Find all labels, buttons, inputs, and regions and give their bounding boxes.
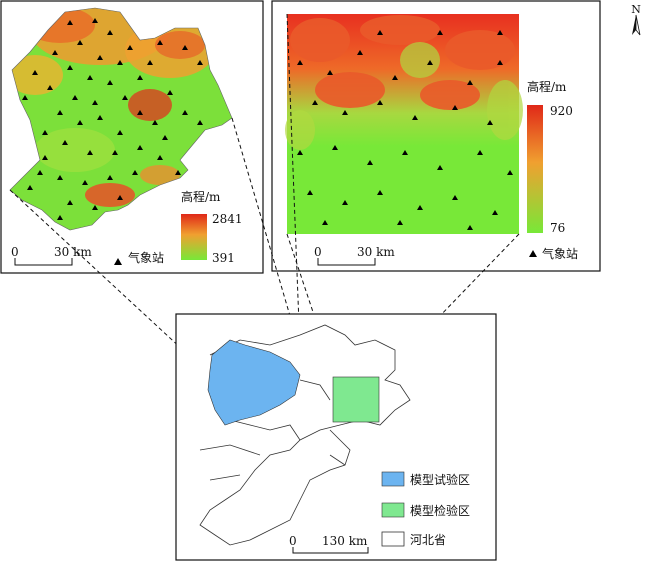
right-scale-label: 30 km <box>357 245 395 259</box>
right-elevation-colorbar <box>527 105 543 233</box>
left-station-label: 气象站 <box>128 250 164 265</box>
left-elev-min: 391 <box>212 251 235 265</box>
right-scale-bar: 0 30 km <box>314 245 395 266</box>
legend-swatch-validation <box>381 502 405 518</box>
right-elev-max: 920 <box>550 104 573 118</box>
right-station-legend-icon <box>529 250 537 257</box>
legend-swatch-training <box>381 471 405 487</box>
right-panel: 高程/m 920 76 0 30 km 气象站 <box>271 0 601 272</box>
north-label: N <box>631 3 641 16</box>
legend-swatch-hebei <box>381 531 405 547</box>
left-panel: 高程/m 2841 391 0 30 km 气象站 <box>0 0 264 274</box>
bottom-panel: 模型试验区 模型检验区 河北省 0 130 km <box>175 313 497 561</box>
left-scale-bar: 0 30 km <box>11 245 92 266</box>
model-validation-region <box>332 376 380 423</box>
legend-label-training: 模型试验区 <box>410 472 470 487</box>
hebei-province-outline <box>199 324 411 546</box>
left-elev-max: 2841 <box>212 212 243 226</box>
bottom-scale-label: 130 km <box>322 534 368 548</box>
left-elevation-colorbar <box>181 214 207 260</box>
left-legend-title: 高程/m <box>181 189 221 204</box>
left-station-legend-icon <box>114 258 122 265</box>
bottom-scale-zero: 0 <box>289 534 297 548</box>
right-scale-zero: 0 <box>314 245 322 259</box>
north-arrow-icon <box>632 15 636 35</box>
right-legend-title: 高程/m <box>527 79 567 94</box>
left-station-markers <box>22 18 203 220</box>
bottom-scale-bar: 0 130 km <box>289 534 369 554</box>
right-station-markers <box>297 30 513 230</box>
legend-label-hebei: 河北省 <box>410 533 446 547</box>
right-station-label: 气象站 <box>542 246 578 261</box>
left-scale-zero: 0 <box>11 245 19 259</box>
left-scale-label: 30 km <box>54 245 92 259</box>
legend-label-validation: 模型检验区 <box>410 503 470 518</box>
north-arrow: N <box>631 3 641 36</box>
right-elev-min: 76 <box>550 221 565 235</box>
model-training-region <box>207 339 301 426</box>
